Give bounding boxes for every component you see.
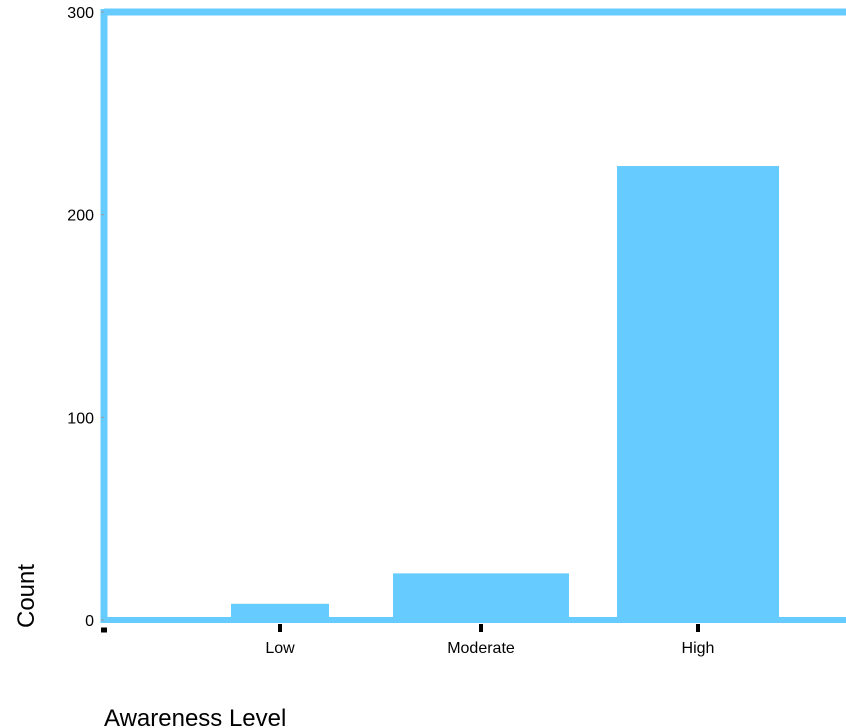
x-axis: Low Moderate High [101,624,714,657]
bar-moderate [393,573,569,620]
bars [231,166,779,620]
x-tick-label-high: High [682,640,715,657]
bar-high [617,166,779,620]
x-axis-title: Awareness Level [104,705,286,728]
y-tick-label-300: 300 [67,5,94,22]
x-tick-label-moderate: Moderate [447,640,515,657]
y-tick-label-200: 200 [67,208,94,225]
y-tick-label-0: 0 [85,613,94,630]
y-tick-label-100: 100 [67,410,94,427]
x-tick-label-low: Low [265,640,295,657]
y-axis-title: Count [13,564,40,628]
bar-low [231,603,329,620]
y-axis: 0 100 200 300 [67,5,104,630]
